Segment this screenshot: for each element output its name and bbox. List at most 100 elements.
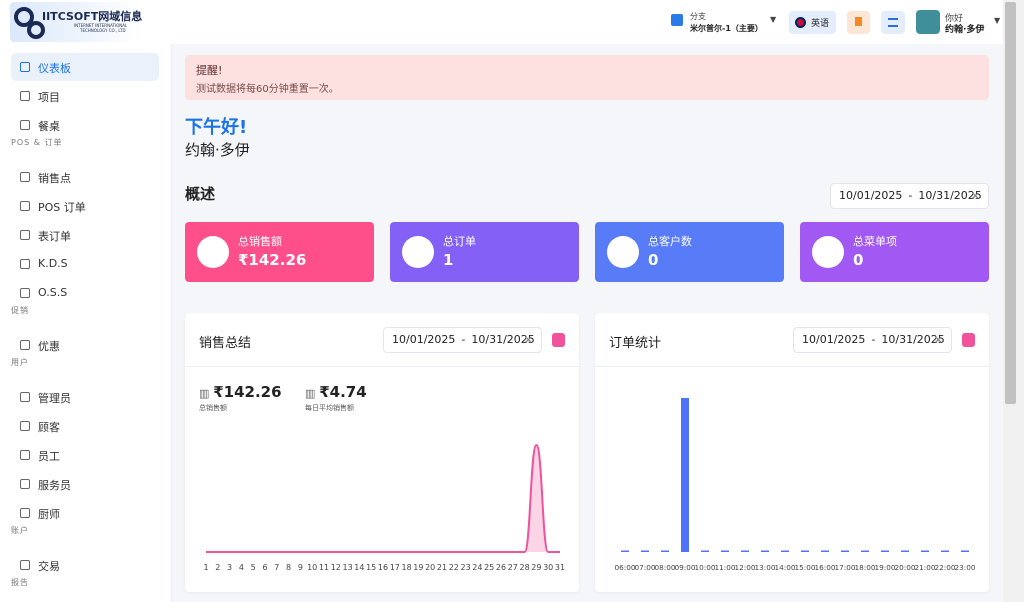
header: IITCSOFT网域信息 INTERNET INTERNATIONAL TECH… (0, 0, 1003, 44)
icon (855, 17, 862, 26)
menu-button[interactable] (881, 11, 905, 34)
sidebar-label: 表订单 (38, 230, 71, 243)
date-start: 10/01/2025 (392, 333, 456, 346)
sidebar-item[interactable]: K.D.S (11, 250, 159, 278)
date-separator: - (461, 333, 466, 346)
stat-icon (197, 236, 229, 268)
sidebar-section: POS & 订单 (11, 138, 63, 147)
x-tick-label: 20 (425, 563, 435, 572)
x-tick-label: 4 (239, 563, 244, 572)
x-tick-label: 28 (520, 563, 530, 572)
sidebar-label: 销售点 (38, 172, 71, 185)
x-tick-label: 13:00 (754, 563, 775, 572)
x-tick-label: 30 (543, 563, 553, 572)
branch-icon (671, 14, 683, 26)
sidebar-item[interactable]: 项目 (11, 82, 159, 110)
bar (961, 550, 969, 552)
sidebar-item[interactable]: 仪表板 (11, 53, 159, 81)
branch-select[interactable]: 分支 米尔普尔-1（主要） ▼ (669, 10, 781, 36)
scrollbar[interactable] (1003, 0, 1024, 602)
x-tick-label: 29 (531, 563, 541, 572)
bar (801, 550, 809, 552)
sidebar-item[interactable]: 服务员 (11, 470, 159, 498)
language-button[interactable]: 英语 (789, 11, 836, 34)
x-tick-label: 17:00 (834, 563, 855, 572)
x-tick-label: 3 (227, 563, 232, 572)
welcome-greeting: 下午好! (185, 117, 248, 138)
scroll-thumb[interactable] (1005, 2, 1016, 404)
summary-label: 总销售额 (199, 404, 227, 412)
x-tick-label: 8 (286, 563, 291, 572)
sidebar-item[interactable]: POS 订单 (11, 192, 159, 220)
stat-value: 0 (648, 251, 659, 269)
sidebar-item[interactable]: 销售点 (11, 163, 159, 191)
date-range[interactable]: 10/01/2025-10/31/2025 × (793, 327, 952, 353)
stat-icon (607, 236, 639, 268)
sidebar-item[interactable]: 餐桌 (11, 111, 159, 139)
x-tick-label: 18:00 (854, 563, 875, 572)
sidebar-label: 餐桌 (38, 120, 60, 133)
x-tick-label: 23:00 (954, 563, 975, 572)
flag (795, 17, 806, 28)
x-tick-label: 15:00 (794, 563, 815, 572)
stat-icon (402, 236, 434, 268)
x-tick-label: 20:00 (894, 563, 915, 572)
stat-card: 总订单 1 (390, 222, 579, 282)
stat-label: 总菜单项 (853, 235, 897, 248)
sidebar-item[interactable]: 顾客 (11, 412, 159, 440)
sidebar-icon (20, 172, 30, 182)
sidebar-label: POS 订单 (38, 201, 86, 214)
sidebar-item[interactable]: 交易 (11, 551, 159, 579)
card-title: 订单统计 (609, 336, 662, 351)
caret: ▼ (770, 15, 777, 24)
sidebar-label: 顾客 (38, 421, 60, 434)
sidebar-item[interactable]: 优惠 (11, 331, 159, 359)
sidebar-icon (20, 392, 30, 402)
x-tick-label: 09:00 (674, 563, 695, 572)
logo-name: IITCSOFT网域信息 (42, 10, 143, 23)
date-range[interactable]: 10/01/2025-10/31/2025 × (383, 327, 542, 353)
logo[interactable]: IITCSOFT网域信息 INTERNET INTERNATIONAL TECH… (10, 2, 142, 42)
divider (185, 366, 579, 367)
x-tick-label: 19 (413, 563, 423, 572)
sidebar-icon (20, 91, 30, 101)
x-tick-label: 16:00 (814, 563, 835, 572)
sidebar-icon (20, 340, 30, 350)
user-name: 约翰·多伊 (945, 25, 985, 35)
sidebar-label: 服务员 (38, 479, 71, 492)
bar (921, 550, 929, 552)
sidebar-label: 优惠 (38, 340, 60, 353)
x-tick-label: 21:00 (914, 563, 935, 572)
sidebar-section: 账户 (11, 526, 29, 535)
x-tick-label: 11:00 (714, 563, 735, 572)
bar (661, 550, 669, 552)
sidebar-label: 员工 (38, 450, 60, 463)
x-tick-label: 1 (203, 563, 208, 572)
sidebar-icon (20, 230, 30, 240)
x-tick-label: 14:00 (774, 563, 795, 572)
x-tick-label: 7 (274, 563, 279, 572)
sidebar-item[interactable]: 表订单 (11, 221, 159, 249)
calendar-button[interactable] (962, 333, 975, 347)
sidebar-label: 管理员 (38, 392, 71, 405)
x-tick-label: 26 (496, 563, 506, 572)
sidebar-item[interactable]: 管理员 (11, 383, 159, 411)
bar (721, 550, 729, 552)
date-start: 10/01/2025 (839, 189, 903, 202)
notes-button[interactable] (847, 11, 870, 34)
branch-label: 分支 (690, 12, 706, 21)
user-menu[interactable]: 你好 约翰·多伊 ▼ (915, 9, 1005, 37)
x-tick-label: 15 (366, 563, 376, 572)
sidebar-label: 仪表板 (38, 62, 71, 75)
x-tick-label: 23 (461, 563, 471, 572)
sidebar-icon (20, 288, 30, 298)
date-range[interactable]: 10/01/2025-10/31/2025 × (830, 183, 989, 209)
calendar-button[interactable] (552, 333, 565, 347)
sidebar-icon (20, 450, 30, 460)
sidebar-item[interactable]: 厨师 (11, 499, 159, 527)
x-tick-label: 22:00 (934, 563, 955, 572)
sidebar-item[interactable]: O.S.S (11, 279, 159, 307)
sidebar-item[interactable]: 员工 (11, 441, 159, 469)
summary-value: ▥ ₹4.74 (305, 383, 367, 401)
x-tick-label: 21 (437, 563, 447, 572)
